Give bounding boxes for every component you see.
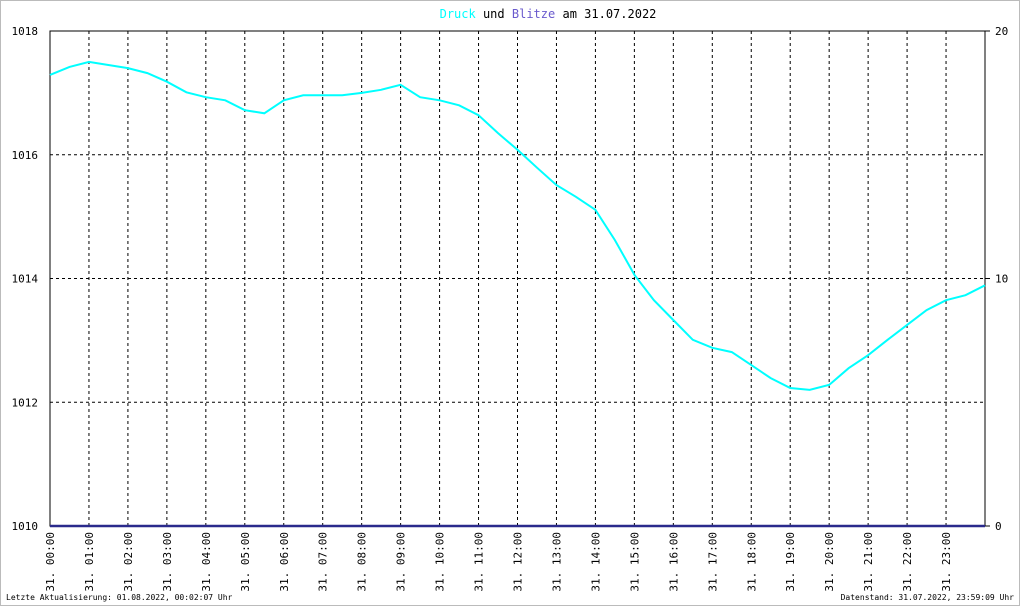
x-tick-label: 31. 18:00 <box>745 532 758 592</box>
x-tick-label: 31. 10:00 <box>434 532 447 592</box>
x-tick-label: 31. 14:00 <box>589 532 602 592</box>
series-line <box>49 60 986 391</box>
y-tick-label: 1016 <box>12 149 39 162</box>
x-tick-label: 31. 00:00 <box>44 532 57 592</box>
x-tick-label: 31. 15:00 <box>628 532 641 592</box>
chart-title: Druck und Blitze am 31.07.2022 <box>440 7 657 21</box>
x-tick-label: 31. 04:00 <box>200 532 213 592</box>
y-tick-label: 1014 <box>12 273 39 286</box>
title-part: Blitze <box>512 7 555 21</box>
title-part: und <box>483 7 505 21</box>
y2-tick-label: 0 <box>995 520 1002 533</box>
x-tick-label: 31. 07:00 <box>317 532 330 592</box>
x-tick-label: 31. 01:00 <box>83 532 96 592</box>
footer-right: Datenstand: 31.07.2022, 23:59:09 Uhr <box>841 593 1015 602</box>
x-tick-label: 31. 19:00 <box>784 532 797 592</box>
footer-left: Letzte Aktualisierung: 01.08.2022, 00:02… <box>6 593 233 602</box>
x-tick-label: 31. 21:00 <box>862 532 875 592</box>
x-tick-label: 31. 09:00 <box>395 532 408 592</box>
x-tick-label: 31. 03:00 <box>161 532 174 592</box>
y-tick-label: 1010 <box>12 520 39 533</box>
y2-tick-label: 20 <box>995 25 1008 38</box>
x-tick-label: 31. 08:00 <box>356 532 369 592</box>
x-tick-label: 31. 06:00 <box>278 532 291 592</box>
x-tick-label: 31. 05:00 <box>239 532 252 592</box>
x-tick-label: 31. 20:00 <box>823 532 836 592</box>
title-part: Druck <box>440 7 477 21</box>
y-tick-label: 1012 <box>12 396 39 409</box>
x-tick-label: 31. 22:00 <box>901 532 914 592</box>
y2-tick-label: 10 <box>995 273 1008 286</box>
y-tick-label: 1018 <box>12 25 39 38</box>
x-tick-label: 31. 23:00 <box>940 532 953 592</box>
x-tick-label: 31. 13:00 <box>550 532 563 592</box>
x-tick-label: 31. 12:00 <box>512 532 525 592</box>
x-tick-label: 31. 17:00 <box>706 532 719 592</box>
x-tick-label: 31. 16:00 <box>667 532 680 592</box>
x-tick-label: 31. 02:00 <box>122 532 135 592</box>
x-tick-label: 31. 11:00 <box>473 532 486 592</box>
title-part: am 31.07.2022 <box>562 7 656 21</box>
